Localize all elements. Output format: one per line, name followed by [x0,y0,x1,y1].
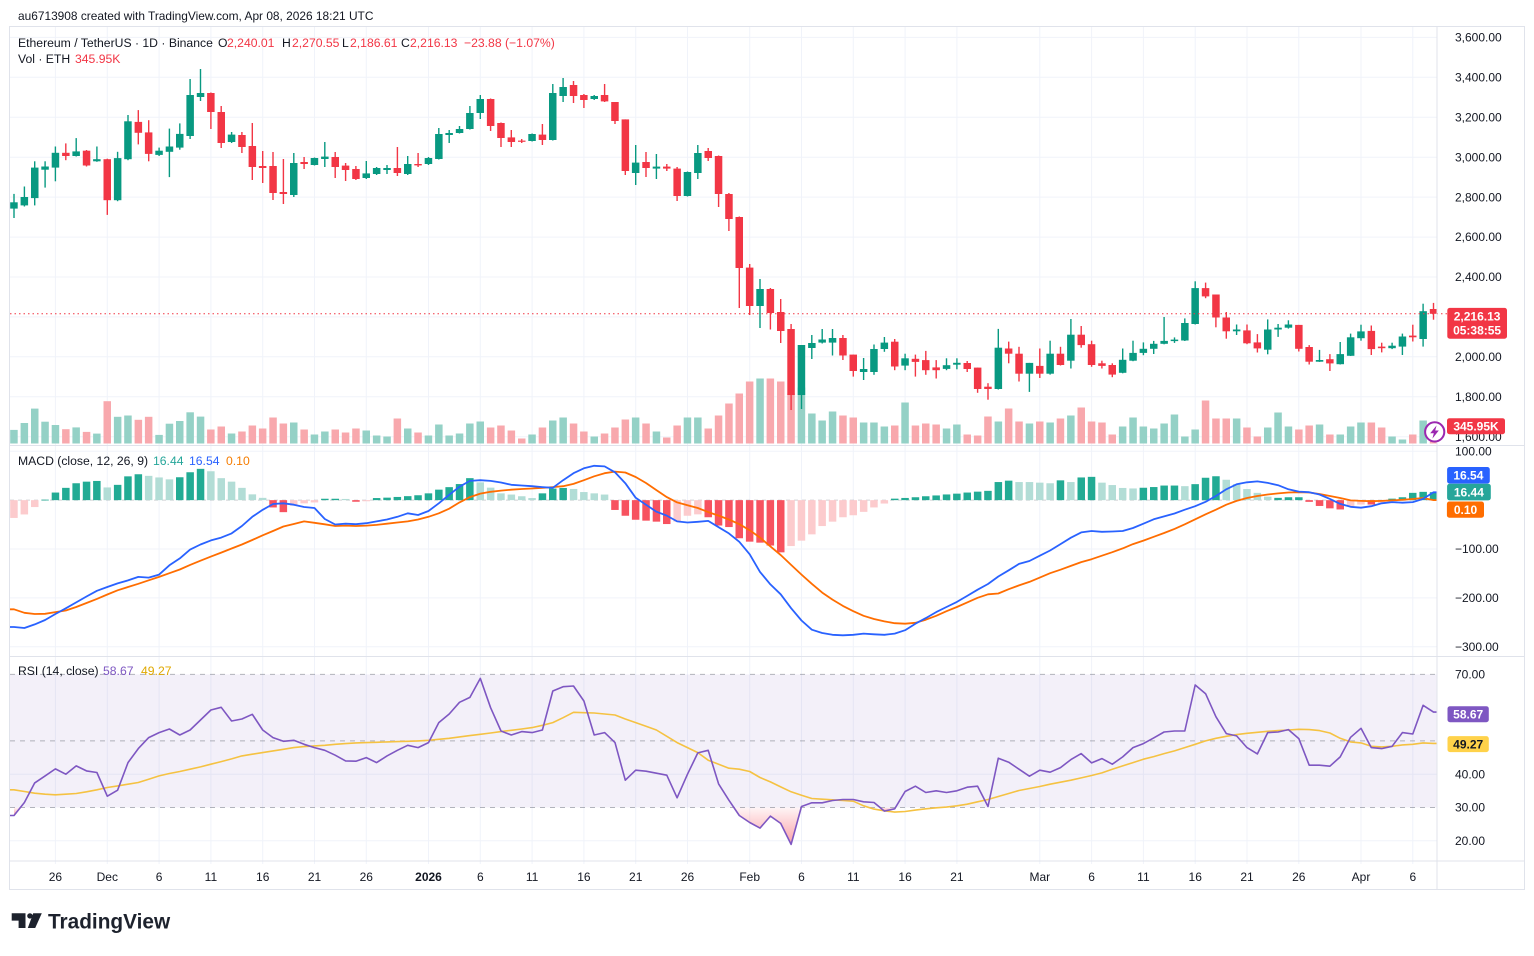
svg-text:100.00: 100.00 [1455,445,1492,459]
svg-text:Ethereum / TetherUS · 1D · Bin: Ethereum / TetherUS · 1D · Binance [18,36,213,50]
svg-text:0.10: 0.10 [1454,503,1478,517]
svg-text:Mar: Mar [1029,870,1050,884]
svg-text:−200.00: −200.00 [1455,591,1499,605]
svg-text:26: 26 [1292,870,1306,884]
svg-text:6: 6 [1409,870,1416,884]
svg-text:11: 11 [847,870,860,884]
svg-text:2,800.00: 2,800.00 [1455,190,1502,204]
svg-text:26: 26 [681,870,695,884]
svg-text:40.00: 40.00 [1455,767,1485,781]
svg-text:49.27: 49.27 [141,664,172,678]
svg-text:16: 16 [898,870,912,884]
svg-text:16.44: 16.44 [153,454,184,468]
svg-text:2,000.00: 2,000.00 [1455,350,1502,364]
svg-text:11: 11 [1137,870,1150,884]
svg-text:−300.00: −300.00 [1455,640,1499,654]
svg-text:58.67: 58.67 [1453,707,1483,721]
svg-text:6: 6 [477,870,484,884]
svg-text:1,800.00: 1,800.00 [1455,390,1502,404]
svg-text:70.00: 70.00 [1455,668,1485,682]
svg-text:au6713908 created with Trading: au6713908 created with TradingView.com, … [18,9,374,23]
svg-text:6: 6 [156,870,163,884]
svg-text:C: C [401,36,410,50]
svg-text:11: 11 [205,870,218,884]
svg-text:6: 6 [798,870,805,884]
svg-text:MACD (close, 12, 26, 9): MACD (close, 12, 26, 9) [18,454,148,468]
svg-text:2,186.61: 2,186.61 [350,36,398,50]
svg-text:H: H [282,36,291,50]
svg-text:2,240.01: 2,240.01 [227,36,275,50]
svg-text:−100.00: −100.00 [1455,542,1499,556]
svg-text:0.10: 0.10 [226,454,250,468]
svg-text:20.00: 20.00 [1455,834,1485,848]
svg-text:58.67: 58.67 [103,664,134,678]
svg-text:Dec: Dec [97,870,118,884]
svg-text:2,400.00: 2,400.00 [1455,270,1502,284]
svg-text:11: 11 [526,870,539,884]
svg-text:16: 16 [256,870,270,884]
svg-text:3,600.00: 3,600.00 [1455,31,1502,45]
svg-text:2,216.13: 2,216.13 [410,36,458,50]
svg-text:2,270.55: 2,270.55 [292,36,340,50]
svg-text:21: 21 [1240,870,1254,884]
svg-text:TradingView: TradingView [48,911,171,934]
svg-text:16.44: 16.44 [1454,485,1484,499]
svg-text:RSI (14, close): RSI (14, close) [18,664,99,678]
svg-text:21: 21 [308,870,322,884]
svg-text:2026: 2026 [415,870,442,884]
svg-text:O: O [218,36,227,50]
svg-text:16.54: 16.54 [189,454,220,468]
svg-text:30.00: 30.00 [1455,801,1485,815]
svg-text:2,600.00: 2,600.00 [1455,230,1502,244]
svg-text:26: 26 [49,870,63,884]
svg-text:3,200.00: 3,200.00 [1455,111,1502,125]
svg-text:16.54: 16.54 [1453,469,1483,483]
svg-text:3,400.00: 3,400.00 [1455,71,1502,85]
svg-text:Vol · ETH: Vol · ETH [18,52,70,66]
svg-text:L: L [342,36,349,50]
svg-text:345.95K: 345.95K [75,52,120,66]
svg-text:16: 16 [577,870,591,884]
svg-text:345.95K: 345.95K [1453,419,1499,433]
svg-text:05:38:55: 05:38:55 [1453,324,1501,338]
svg-text:21: 21 [950,870,964,884]
svg-text:3,000.00: 3,000.00 [1455,150,1502,164]
svg-text:2,216.13: 2,216.13 [1454,310,1501,324]
svg-text:Feb: Feb [739,870,760,884]
svg-text:21: 21 [629,870,643,884]
svg-text:16: 16 [1189,870,1203,884]
svg-text:26: 26 [360,870,374,884]
svg-text:Apr: Apr [1352,870,1371,884]
svg-text:49.27: 49.27 [1453,737,1483,751]
svg-text:6: 6 [1088,870,1095,884]
svg-text:−23.88 (−1.07%): −23.88 (−1.07%) [464,36,555,50]
